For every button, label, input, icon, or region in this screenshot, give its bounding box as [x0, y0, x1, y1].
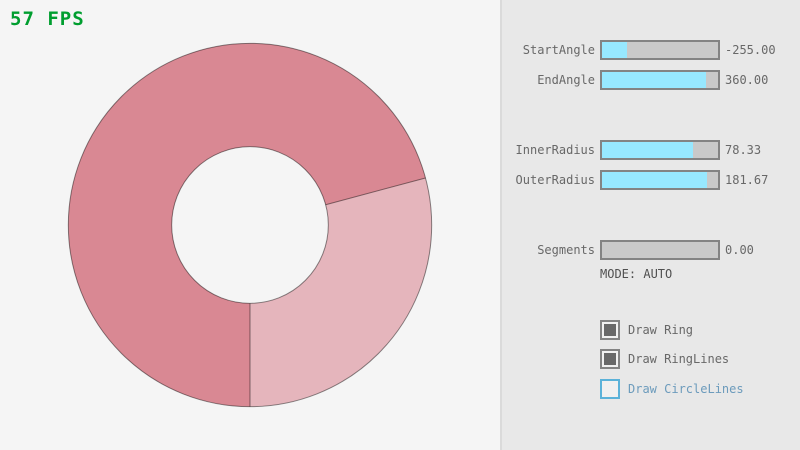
- draw-circlelines-checkbox[interactable]: [600, 379, 620, 399]
- control-panel: StartAngle -255.00 EndAngle 360.00 Inner…: [500, 0, 800, 450]
- slider-row-outerradius: OuterRadius 181.67: [502, 170, 800, 190]
- segments-slider[interactable]: [600, 240, 720, 260]
- donut-ring-canvas: [67, 42, 433, 408]
- outerradius-label: OuterRadius: [515, 173, 595, 187]
- innerradius-slider[interactable]: [600, 140, 720, 160]
- endangle-value: 360.00: [725, 73, 769, 87]
- draw-ringlines-checkbox[interactable]: [600, 349, 620, 369]
- draw-circlelines-label: Draw CircleLines: [628, 382, 744, 396]
- check-mark: [604, 324, 616, 336]
- ring-inner-line: [171, 146, 329, 304]
- ring-double-pass: [68, 43, 426, 407]
- innerradius-label: InnerRadius: [515, 143, 595, 157]
- draw-ringlines-label: Draw RingLines: [628, 352, 730, 366]
- outerradius-value: 181.67: [725, 173, 769, 187]
- slider-row-endangle: EndAngle 360.00: [502, 70, 800, 90]
- draw-ring-label: Draw Ring: [628, 323, 694, 337]
- outerradius-slider-fill: [602, 172, 707, 188]
- ring-outer-line: [67, 42, 433, 408]
- innerradius-value: 78.33: [725, 143, 762, 157]
- startangle-slider[interactable]: [600, 40, 720, 60]
- startangle-slider-fill: [602, 42, 628, 58]
- endangle-slider[interactable]: [600, 70, 720, 90]
- segments-value: 0.00: [725, 243, 754, 257]
- slider-row-startangle: StartAngle -255.00: [502, 40, 800, 60]
- startangle-label: StartAngle: [522, 43, 595, 57]
- ring-start-line: [325, 177, 426, 206]
- outerradius-slider[interactable]: [600, 170, 720, 190]
- draw-ring-checkbox[interactable]: [600, 320, 620, 340]
- startangle-value: -255.00: [725, 43, 776, 57]
- innerradius-slider-fill: [602, 142, 693, 158]
- check-mark: [604, 353, 616, 365]
- slider-row-segments: Segments 0.00: [502, 240, 800, 260]
- mode-label: MODE: AUTO: [600, 267, 673, 281]
- fps-counter: 57 FPS: [10, 8, 85, 30]
- segments-label: Segments: [537, 243, 595, 257]
- endangle-label: EndAngle: [537, 73, 595, 87]
- endangle-slider-fill: [602, 72, 707, 88]
- slider-row-innerradius: InnerRadius 78.33: [502, 140, 800, 160]
